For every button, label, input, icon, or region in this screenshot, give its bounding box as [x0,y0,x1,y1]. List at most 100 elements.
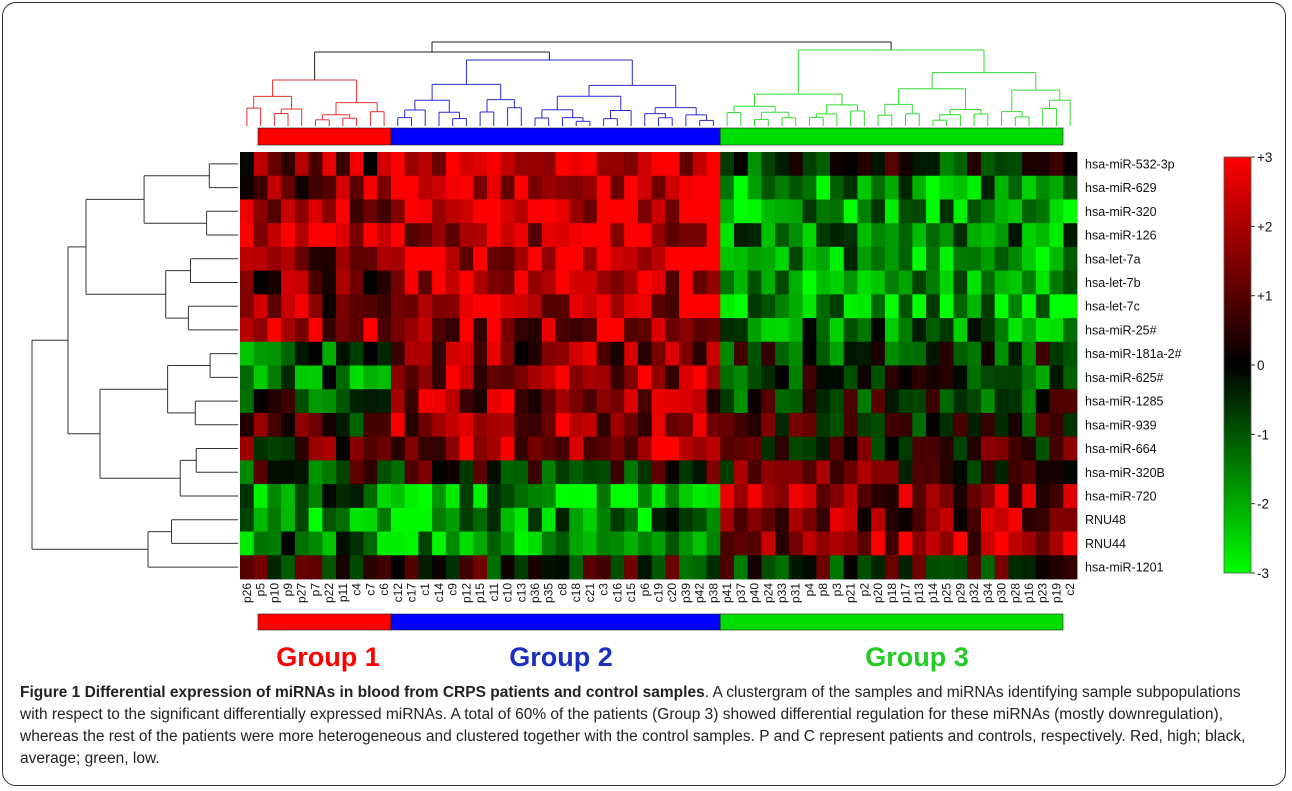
heatmap-cell [432,507,447,532]
heatmap-cell [884,152,900,177]
heatmap-cell [432,555,447,580]
group-3-label: Group 3 [865,642,969,672]
heatmap-cell [624,460,639,485]
heatmap-cell [541,460,556,485]
heatmap-cell [912,294,927,319]
heatmap-cell [459,555,474,580]
heatmap-cell [596,152,611,177]
heatmap-cell [706,507,721,532]
heatmap-cell [637,484,653,509]
heatmap-cell [583,294,598,319]
heatmap-cell [967,246,982,272]
heatmap-cell [857,389,872,414]
heatmap-cell [322,436,337,461]
heatmap-cell [596,318,611,343]
heatmap-cell [281,199,296,224]
heatmap-cell [459,223,474,248]
sample-label: p42 [693,583,707,603]
heatmap-cell [747,199,762,224]
heatmap-cell [788,460,803,485]
clustergram-figure: hsa-miR-532-3p hsa-miR-629 hsa-miR-320 hsa-… [31,41,1272,672]
heatmap-cell [775,460,790,485]
heatmap-cell [953,246,968,272]
heatmap-cell [871,318,886,343]
heatmap-cell [1008,318,1023,343]
heatmap-cell [514,412,529,438]
heatmap-cell [761,555,776,580]
sample-label: p10 [267,583,281,603]
heatmap-cell [294,152,310,177]
heatmap-cell [541,341,556,366]
heatmap-cell [1063,294,1078,319]
heatmap-cell [994,555,1009,580]
heatmap-cell [857,436,872,461]
heatmap-cell [596,531,611,556]
heatmap-cell [541,152,556,177]
heatmap-cell [349,223,364,248]
heatmap-cell [720,199,735,224]
heatmap-cell [1049,365,1064,390]
heatmap-cell [788,412,803,438]
heatmap-cell [857,175,872,200]
sample-label: c11 [487,583,501,602]
heatmap-cell [980,555,996,580]
heatmap-cell [500,460,515,485]
mirna-label: hsa-miR-664 [1085,442,1157,456]
heatmap-cell [500,152,515,177]
heatmap-cell [1035,152,1050,177]
heatmap-cell [884,507,900,532]
heatmap-cell [294,531,310,556]
heatmap-cell [830,412,845,438]
heatmap-cell [1063,484,1078,509]
heatmap-cell [788,223,803,248]
heatmap-cell [733,412,749,438]
heatmap-cell [281,341,296,366]
heatmap-cell [1022,389,1037,414]
sample-label: p38 [706,583,720,603]
heatmap-cell [967,507,982,532]
heatmap-cell [390,341,406,366]
heatmap-cell [898,175,913,200]
heatmap-cell [404,223,419,248]
heatmap-cell [871,199,886,224]
mirna-labels: hsa-miR-532-3p hsa-miR-629 hsa-miR-320 hsa-… [1085,157,1182,574]
heatmap-cell [953,223,968,248]
heatmap-cell [884,270,900,295]
heatmap-cell [761,531,776,556]
heatmap-cell [761,175,776,200]
heatmap-cell [1035,412,1050,438]
heatmap-cell [775,199,790,224]
heatmap-cell [679,484,694,509]
heatmap-cell [267,223,282,248]
heatmap-cell [294,175,310,200]
heatmap-cell [747,270,762,295]
heatmap-cell [267,175,282,200]
heatmap-cell [253,341,268,366]
heatmap-cell [651,507,666,532]
color-scale-bar: +3 +2 +1 0 -1 -2 -3 [1223,150,1272,581]
heatmap-cell [336,175,351,200]
heatmap-cell [253,507,268,532]
colorbar-tick-label: +1 [1257,289,1272,304]
heatmap-cell [1022,246,1037,272]
heatmap-cell [514,152,529,177]
heatmap-cell [665,246,680,272]
heatmap-cell [528,270,543,295]
heatmap-cell [1008,507,1023,532]
heatmap-cell [1008,223,1023,248]
heatmap-cell [473,531,488,556]
heatmap-cell [253,152,268,177]
heatmap-cell [377,199,392,224]
heatmap-cell [555,294,570,319]
heatmap-cell [1022,555,1037,580]
heatmap-cell [1008,270,1023,295]
heatmap-cell [692,412,707,438]
heatmap-cell [486,341,502,366]
heatmap-cell [1049,152,1064,177]
heatmap-cell [980,412,996,438]
heatmap-cell [1063,152,1078,177]
heatmap-cell [884,294,900,319]
heatmap-cell [267,246,282,272]
heatmap-cell [1022,460,1037,485]
heatmap-cell [967,270,982,295]
